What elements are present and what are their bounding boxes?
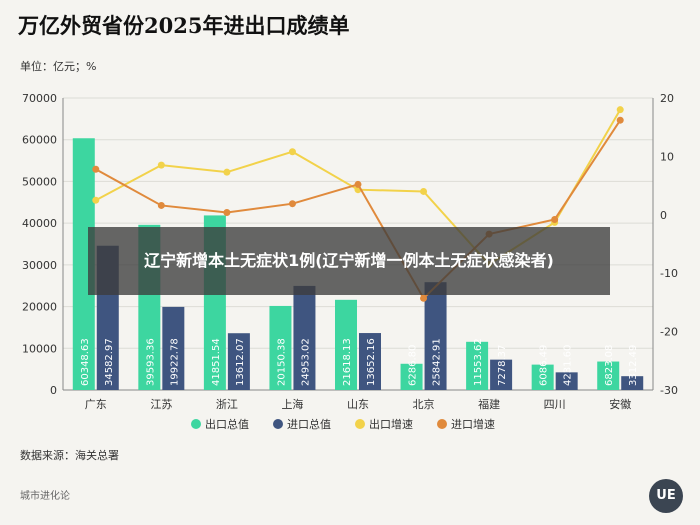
point-import-growth xyxy=(354,180,362,188)
bar-value-label: 13652.16 xyxy=(366,338,377,386)
bar-value-label: 20150.38 xyxy=(276,338,287,386)
point-export-growth xyxy=(288,148,296,156)
y-left-tick-label: 70000 xyxy=(22,92,57,105)
y-right-tick-label: 10 xyxy=(660,150,674,163)
point-export-growth xyxy=(420,187,428,195)
legend-marker xyxy=(191,419,201,429)
y-left-tick-label: 40000 xyxy=(22,217,57,230)
bar-value-label: 6086.49 xyxy=(539,345,550,386)
x-tick-label: 四川 xyxy=(544,398,566,411)
bar-import xyxy=(162,306,185,390)
legend-label: 进口增速 xyxy=(451,417,495,431)
bar-value-label: 34582.97 xyxy=(104,338,115,386)
y-right-tick-label: -30 xyxy=(660,384,678,397)
bar-value-label: 6286.80 xyxy=(408,345,419,386)
point-export-growth xyxy=(223,168,231,176)
point-import-growth xyxy=(223,208,231,216)
bar-value-label: 19922.78 xyxy=(169,338,180,386)
bar-import xyxy=(359,333,381,390)
y-left-tick-label: 10000 xyxy=(22,342,57,355)
news-overlay-banner: 辽宁新增本土无症状1例(辽宁新增一例本土无症状感染者) xyxy=(88,227,610,295)
y-right-tick-label: -10 xyxy=(660,267,678,280)
point-export-growth xyxy=(616,106,624,114)
point-import-growth xyxy=(288,200,296,208)
bar-value-label: 24953.02 xyxy=(300,338,311,386)
bar-export xyxy=(466,341,489,390)
bar-value-label: 13612.07 xyxy=(235,338,246,386)
bar-value-label: 3312.49 xyxy=(628,345,639,386)
brand-badge: UE xyxy=(649,479,683,513)
bar-import xyxy=(490,359,513,390)
bar-value-label: 21618.13 xyxy=(342,338,353,386)
y-left-tick-label: 30000 xyxy=(22,259,57,272)
y-left-tick-label: 50000 xyxy=(22,175,57,188)
bar-export xyxy=(269,305,292,390)
x-tick-label: 安徽 xyxy=(609,397,631,411)
bar-value-label: 7278.37 xyxy=(497,345,508,386)
legend-marker xyxy=(355,419,365,429)
x-tick-label: 北京 xyxy=(413,397,435,411)
bar-value-label: 6823.08 xyxy=(604,345,615,386)
news-overlay-text: 辽宁新增本土无症状1例(辽宁新增一例本土无症状感染者) xyxy=(144,251,554,270)
legend-marker xyxy=(437,419,447,429)
point-export-growth xyxy=(92,196,100,204)
y-left-tick-label: 20000 xyxy=(22,301,57,314)
x-tick-label: 福建 xyxy=(478,397,500,411)
page-title: 万亿外贸省份2025年进出口成绩单 xyxy=(18,13,350,38)
point-export-growth xyxy=(157,161,165,169)
bar-export xyxy=(400,363,423,390)
brand-label: 城市进化论 xyxy=(20,491,70,502)
point-import-growth xyxy=(420,294,428,302)
y-left-tick-label: 0 xyxy=(50,384,57,397)
point-import-growth xyxy=(92,165,100,173)
bar-import xyxy=(424,282,447,390)
x-tick-label: 广东 xyxy=(85,398,107,411)
bar-value-label: 60348.63 xyxy=(80,338,91,386)
bar-value-label: 39593.36 xyxy=(145,338,156,386)
point-import-growth xyxy=(616,116,624,124)
x-tick-label: 浙江 xyxy=(216,398,238,411)
bar-value-label: 11553.62 xyxy=(473,338,484,386)
x-tick-label: 江苏 xyxy=(150,398,172,411)
legend-label: 进口总值 xyxy=(287,417,331,431)
bar-import xyxy=(621,376,644,390)
y-right-tick-label: -20 xyxy=(660,326,678,339)
y-right-tick-label: 20 xyxy=(660,92,674,105)
bar-export xyxy=(335,299,357,390)
bar-export xyxy=(531,364,554,390)
legend-marker xyxy=(273,419,283,429)
bar-value-label: 41851.54 xyxy=(211,338,222,386)
unit-label: 单位：亿元；% xyxy=(20,60,97,73)
bar-import xyxy=(293,285,316,390)
bar-export xyxy=(72,138,95,390)
bar-import xyxy=(555,372,578,390)
point-import-growth xyxy=(157,201,165,209)
legend-label: 出口总值 xyxy=(205,417,249,431)
x-tick-label: 上海 xyxy=(281,397,303,411)
source-note: 数据来源：海关总署 xyxy=(20,449,119,462)
legend-label: 出口增速 xyxy=(369,417,413,431)
y-left-tick-label: 60000 xyxy=(22,134,57,147)
y-right-tick-label: 0 xyxy=(660,209,667,222)
bar-import xyxy=(227,333,250,390)
x-tick-label: 山东 xyxy=(347,398,369,411)
bar-value-label: 25842.91 xyxy=(432,338,443,386)
bar-export xyxy=(597,361,620,390)
bar-value-label: 4231.60 xyxy=(563,345,574,386)
point-import-growth xyxy=(551,215,559,223)
